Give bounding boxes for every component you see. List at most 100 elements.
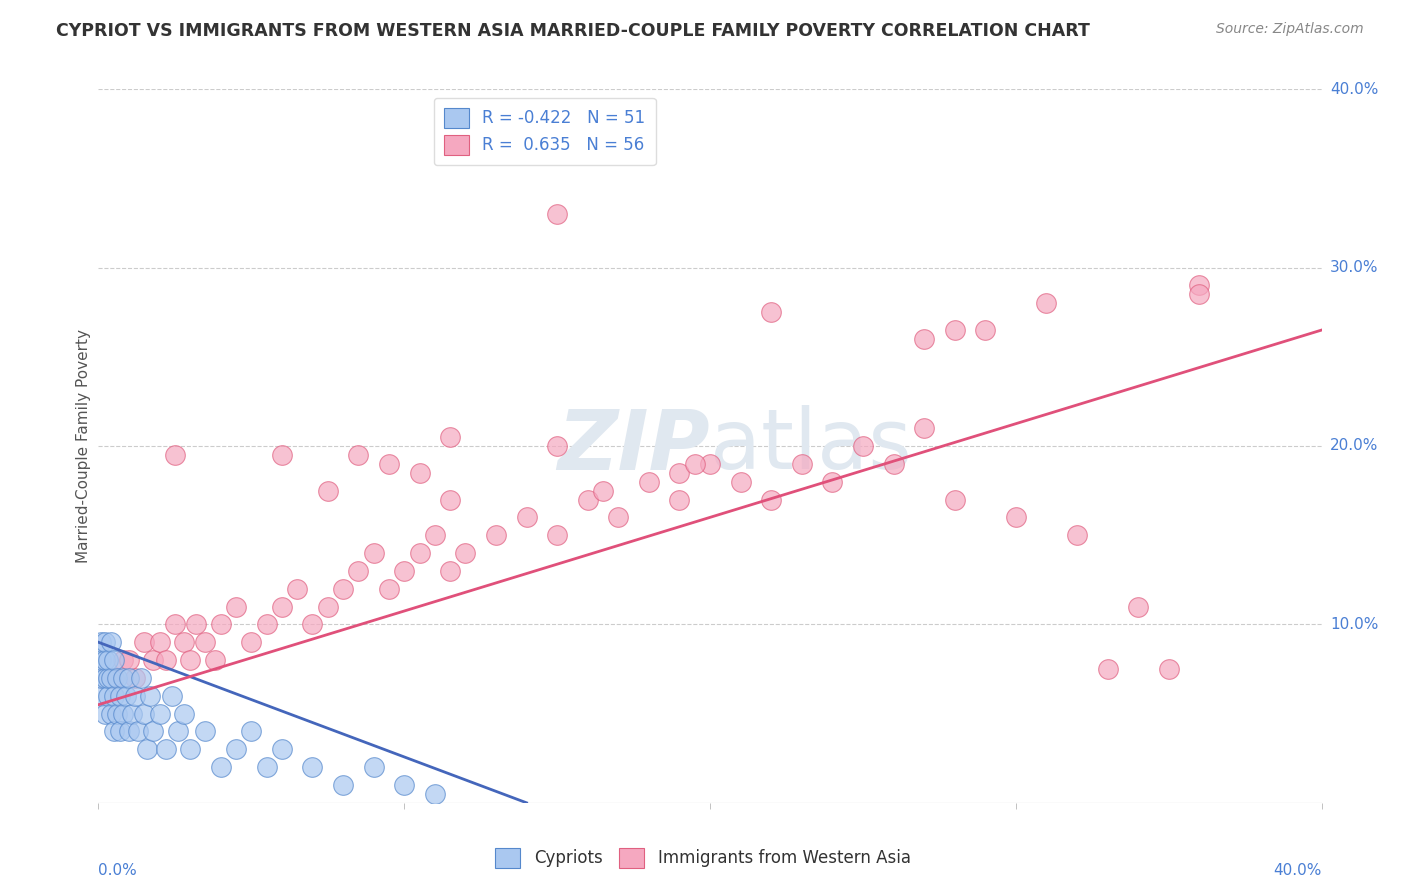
Point xyxy=(173,706,195,721)
Point xyxy=(225,742,247,756)
Point xyxy=(167,724,190,739)
Point xyxy=(347,448,370,462)
Point xyxy=(100,671,122,685)
Point xyxy=(852,439,875,453)
Point xyxy=(637,475,661,489)
Point xyxy=(439,564,461,578)
Point xyxy=(186,617,208,632)
Point xyxy=(194,724,217,739)
Text: 0.0%: 0.0% xyxy=(98,863,138,879)
Point xyxy=(1004,510,1026,524)
Point xyxy=(912,332,935,346)
Point xyxy=(576,492,599,507)
Point xyxy=(93,706,115,721)
Point xyxy=(90,635,112,649)
Point xyxy=(439,430,461,444)
Text: atlas: atlas xyxy=(710,406,911,486)
Point xyxy=(124,689,146,703)
Point xyxy=(179,653,201,667)
Point xyxy=(1035,296,1057,310)
Point xyxy=(160,689,183,703)
Point xyxy=(103,689,125,703)
Point xyxy=(111,653,134,667)
Point xyxy=(699,457,721,471)
Point xyxy=(546,439,568,453)
Point xyxy=(392,778,416,792)
Point xyxy=(134,635,156,649)
Point xyxy=(121,706,143,721)
Point xyxy=(149,635,172,649)
Point xyxy=(270,599,292,614)
Text: 30.0%: 30.0% xyxy=(1330,260,1378,275)
Point xyxy=(1128,599,1150,614)
Point xyxy=(912,421,935,435)
Point xyxy=(546,528,568,542)
Point xyxy=(607,510,630,524)
Point xyxy=(163,448,186,462)
Point xyxy=(1097,662,1119,676)
Y-axis label: Married-Couple Family Poverty: Married-Couple Family Poverty xyxy=(76,329,91,563)
Point xyxy=(270,448,292,462)
Point xyxy=(759,492,782,507)
Point xyxy=(204,653,226,667)
Point xyxy=(149,706,172,721)
Point xyxy=(332,582,354,596)
Point xyxy=(90,653,112,667)
Point xyxy=(668,492,690,507)
Point xyxy=(1188,287,1211,301)
Point xyxy=(301,617,323,632)
Point xyxy=(179,742,201,756)
Point xyxy=(316,599,339,614)
Point xyxy=(759,305,782,319)
Point xyxy=(270,742,292,756)
Point xyxy=(408,466,430,480)
Point xyxy=(516,510,538,524)
Point xyxy=(163,617,186,632)
Point xyxy=(136,742,159,756)
Point xyxy=(97,671,120,685)
Point xyxy=(821,475,844,489)
Point xyxy=(124,671,146,685)
Point xyxy=(423,787,446,801)
Point xyxy=(134,706,156,721)
Point xyxy=(1188,278,1211,293)
Point xyxy=(139,689,162,703)
Point xyxy=(301,760,323,774)
Text: ZIP: ZIP xyxy=(557,406,710,486)
Point xyxy=(155,742,177,756)
Point xyxy=(240,724,263,739)
Point xyxy=(100,635,122,649)
Point xyxy=(127,724,149,739)
Text: 40.0%: 40.0% xyxy=(1330,82,1378,96)
Text: 40.0%: 40.0% xyxy=(1274,863,1322,879)
Point xyxy=(209,760,232,774)
Point xyxy=(93,653,115,667)
Point xyxy=(93,635,115,649)
Point xyxy=(97,653,120,667)
Text: Source: ZipAtlas.com: Source: ZipAtlas.com xyxy=(1216,22,1364,37)
Point xyxy=(378,457,401,471)
Point xyxy=(285,582,308,596)
Legend: Cypriots, Immigrants from Western Asia: Cypriots, Immigrants from Western Asia xyxy=(489,841,917,875)
Point xyxy=(115,689,138,703)
Point xyxy=(108,689,131,703)
Point xyxy=(142,724,165,739)
Point xyxy=(1066,528,1088,542)
Point xyxy=(118,671,141,685)
Point xyxy=(118,653,141,667)
Point xyxy=(668,466,690,480)
Text: CYPRIOT VS IMMIGRANTS FROM WESTERN ASIA MARRIED-COUPLE FAMILY POVERTY CORRELATIO: CYPRIOT VS IMMIGRANTS FROM WESTERN ASIA … xyxy=(56,22,1090,40)
Point xyxy=(111,706,134,721)
Point xyxy=(347,564,370,578)
Text: 20.0%: 20.0% xyxy=(1330,439,1378,453)
Point xyxy=(111,671,134,685)
Point xyxy=(240,635,263,649)
Point xyxy=(105,706,128,721)
Point xyxy=(103,724,125,739)
Point xyxy=(943,492,966,507)
Point xyxy=(90,671,112,685)
Point xyxy=(108,724,131,739)
Point xyxy=(103,671,125,685)
Point xyxy=(93,671,115,685)
Point xyxy=(974,323,997,337)
